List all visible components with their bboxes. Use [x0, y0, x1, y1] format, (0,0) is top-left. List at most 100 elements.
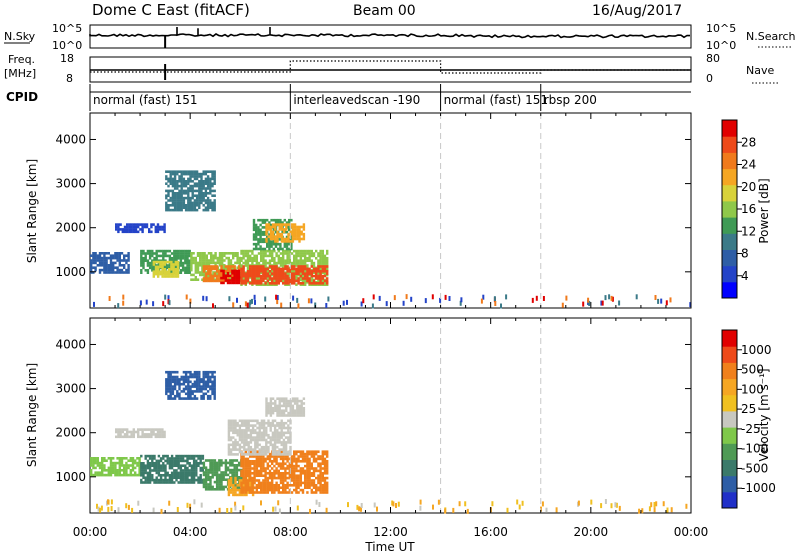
data-cell [323, 484, 327, 487]
data-cell [271, 235, 275, 238]
data-cell [240, 272, 243, 275]
data-cell [321, 460, 324, 463]
data-cell [317, 486, 320, 489]
data-cell [273, 453, 277, 456]
data-cell [242, 282, 245, 285]
data-cell [191, 192, 194, 195]
data-cell [319, 266, 322, 270]
ground-scatter-cell [139, 300, 142, 306]
data-cell [213, 170, 216, 173]
data-cell [157, 265, 160, 269]
data-cell [174, 275, 177, 278]
data-cell [152, 260, 155, 264]
data-cell [132, 230, 135, 234]
data-cell [121, 428, 124, 431]
data-cell [282, 433, 286, 437]
x-axis-label: Time UT [364, 540, 415, 554]
data-cell [291, 240, 295, 243]
data-cell [282, 402, 286, 405]
data-cell [268, 252, 272, 255]
data-cell [315, 274, 318, 278]
data-cell [168, 268, 171, 271]
data-cell [218, 279, 221, 283]
data-cell [317, 277, 320, 280]
data-cell [262, 254, 265, 258]
data-cell [257, 474, 261, 477]
data-cell [196, 271, 200, 274]
data-cell [179, 464, 183, 467]
data-cell [274, 404, 277, 408]
data-cell [159, 228, 162, 231]
data-cell [289, 445, 292, 449]
data-cell [265, 429, 268, 432]
data-cell [195, 170, 199, 173]
data-cell [246, 486, 250, 489]
data-cell [173, 476, 176, 479]
data-cell [127, 259, 130, 262]
data-cell [191, 201, 194, 205]
data-cell [211, 370, 214, 374]
data-cell [290, 269, 294, 272]
data-cell [278, 414, 281, 417]
data-cell [156, 433, 160, 436]
colorbar-swatch [722, 346, 737, 363]
data-cell [175, 471, 178, 475]
data-cell [202, 480, 206, 484]
data-cell [282, 277, 285, 280]
data-cell [232, 421, 235, 425]
data-cell [308, 469, 311, 473]
data-cell [256, 438, 259, 442]
colorbar-swatch [722, 152, 737, 170]
data-cell [268, 247, 271, 251]
data-cell [94, 466, 97, 470]
data-cell [266, 249, 269, 253]
data-cell [237, 468, 241, 472]
data-cell [173, 394, 177, 398]
data-cell [209, 204, 212, 207]
ground-scatter-cell [137, 500, 140, 506]
data-cell [178, 385, 181, 388]
data-cell [98, 252, 102, 255]
data-cell [280, 421, 283, 425]
data-cell [298, 228, 301, 231]
data-cell [301, 481, 305, 485]
data-cell [237, 279, 241, 282]
data-cell [260, 259, 263, 262]
data-cell [186, 271, 189, 274]
data-cell [173, 249, 176, 253]
ground-scatter-cell [125, 503, 128, 509]
data-cell [259, 218, 262, 222]
data-cell [222, 269, 225, 273]
data-cell [271, 443, 275, 447]
data-cell [141, 223, 144, 226]
data-cell [267, 419, 270, 423]
data-cell [299, 460, 302, 463]
data-cell [126, 228, 129, 231]
data-cell [167, 189, 170, 193]
data-cell [184, 259, 187, 262]
data-cell [284, 486, 287, 489]
data-cell [251, 257, 254, 260]
data-cell [238, 488, 242, 492]
data-cell [247, 421, 250, 425]
data-cell [312, 481, 316, 485]
data-cell [200, 194, 203, 197]
data-cell [304, 257, 307, 260]
data-cell [255, 267, 258, 271]
data-cell [233, 471, 236, 474]
data-cell [257, 238, 260, 241]
data-cell [257, 472, 261, 475]
ground-scatter-cell [212, 303, 214, 309]
data-cell [138, 461, 141, 465]
data-cell [297, 267, 300, 271]
data-cell [264, 249, 267, 253]
data-cell [268, 455, 272, 458]
data-cell [293, 472, 296, 475]
data-cell [103, 252, 106, 255]
data-cell [129, 473, 132, 477]
data-cell [117, 433, 120, 436]
data-cell [188, 249, 191, 253]
data-cell [264, 481, 267, 485]
data-cell [251, 272, 254, 275]
data-cell [299, 450, 302, 453]
